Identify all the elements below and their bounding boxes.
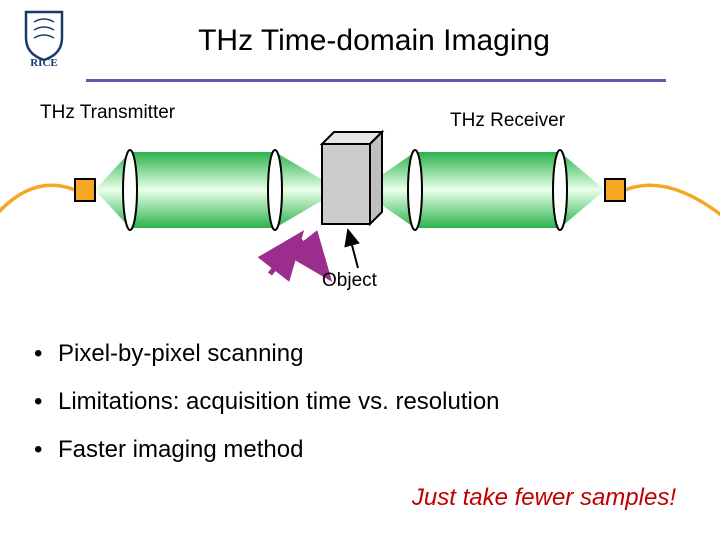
beam-parallel	[130, 152, 275, 228]
lens	[408, 150, 422, 230]
logo-text: RICE	[30, 57, 58, 68]
fiber-right	[625, 185, 720, 222]
emitter-right	[605, 179, 625, 201]
bullet-item: Faster imaging method	[34, 436, 720, 464]
emitter-left	[75, 179, 95, 201]
lens	[553, 150, 567, 230]
lens	[268, 150, 282, 230]
fiber-left	[0, 185, 75, 222]
lens	[123, 150, 137, 230]
object-pointer	[348, 230, 358, 268]
bullet-item: Pixel-by-pixel scanning	[34, 340, 720, 368]
object-slab	[322, 132, 382, 224]
tagline: Just take fewer samples!	[0, 484, 676, 512]
scan-arrow-down	[298, 238, 326, 274]
page-title: THz Time-domain Imaging	[88, 24, 660, 58]
bullet-item: Limitations: acquisition time vs. resolu…	[34, 388, 720, 416]
thz-diagram: THz Transmitter THz Receiver Object	[0, 102, 720, 312]
beam-parallel	[415, 152, 560, 228]
header: RICE THz Time-domain Imaging	[0, 0, 720, 73]
receiver-label: THz Receiver	[450, 110, 565, 132]
scan-arrow-up	[270, 238, 298, 274]
object-label: Object	[322, 270, 377, 292]
rice-logo: RICE	[16, 8, 72, 73]
bullet-list: Pixel-by-pixel scanning Limitations: acq…	[34, 340, 720, 464]
transmitter-label: THz Transmitter	[40, 102, 175, 124]
header-divider	[86, 79, 666, 82]
